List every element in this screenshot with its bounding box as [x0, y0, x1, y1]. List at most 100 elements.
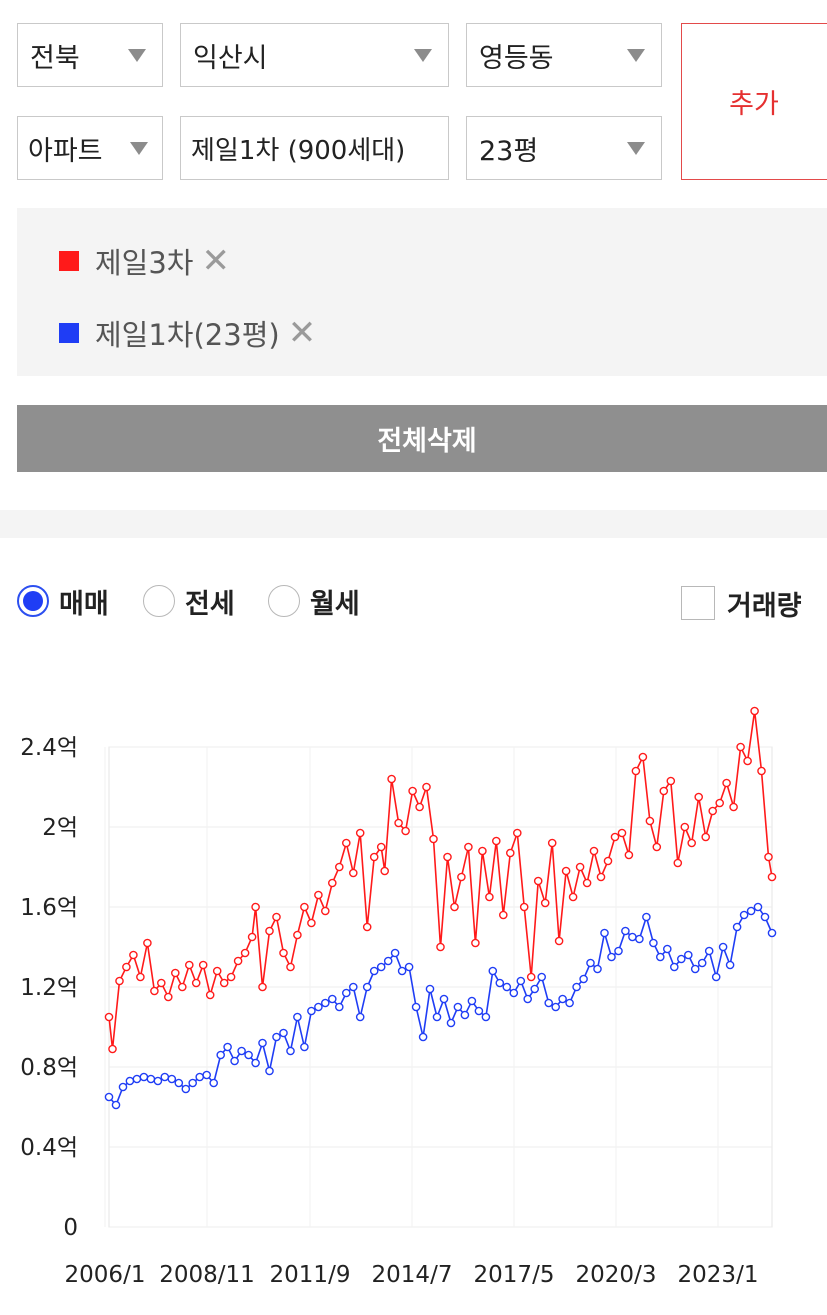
data-point [191, 978, 201, 988]
data-point [411, 1002, 421, 1012]
data-point [369, 852, 379, 862]
city-select[interactable]: 익산시 [180, 23, 449, 87]
data-point [718, 942, 728, 952]
data-point [589, 846, 599, 856]
data-point [586, 958, 595, 968]
close-icon[interactable]: ✕ [201, 241, 231, 281]
data-point [429, 834, 438, 844]
data-point [453, 1002, 463, 1012]
data-point [659, 786, 669, 796]
y-tick-label: 0 [63, 1215, 78, 1241]
data-point [226, 972, 236, 982]
x-tick-label: 2014/7 [372, 1262, 453, 1288]
data-point [575, 862, 585, 872]
chart-grid [104, 746, 773, 1228]
add-button[interactable]: 추가 [681, 23, 827, 180]
data-point [704, 946, 714, 956]
data-point [502, 982, 512, 992]
data-point [523, 994, 533, 1004]
data-point [307, 1006, 316, 1016]
data-point [460, 1010, 470, 1020]
data-point [129, 950, 138, 960]
x-tick-label: 2020/3 [576, 1262, 657, 1288]
radio-label: 전세 [185, 588, 235, 620]
data-point [376, 842, 386, 852]
chevron-down-icon [627, 142, 645, 155]
dong-select[interactable]: 영등동 [466, 23, 662, 87]
data-point [369, 966, 379, 976]
data-point [219, 978, 229, 988]
data-point [642, 912, 651, 922]
data-point [279, 948, 288, 958]
data-point [498, 910, 508, 920]
radio-trade-jeonse[interactable]: 전세 [143, 581, 235, 621]
radio-trade-monthly[interactable]: 월세 [268, 581, 360, 621]
data-point [156, 978, 166, 988]
data-point [314, 890, 323, 900]
y-tick-label: 2억 [42, 815, 78, 841]
data-point [314, 1002, 323, 1012]
size-select-value: 23평 [479, 135, 539, 167]
size-select[interactable]: 23평 [466, 116, 662, 180]
data-point [684, 950, 693, 960]
y-tick-label: 1.2억 [20, 975, 78, 1001]
data-point [690, 964, 700, 974]
x-tick-label: 2011/9 [270, 1262, 351, 1288]
volume-label: 거래량 [727, 590, 802, 622]
data-point [167, 1074, 177, 1084]
data-point [415, 802, 424, 812]
complex-select[interactable]: 제일1차 (900세대) [180, 116, 449, 180]
data-point [139, 1072, 149, 1082]
data-point [701, 832, 711, 842]
data-point [471, 938, 480, 948]
y-axis-labels: 0 0.4억 0.8억 1.2억 1.6억 2억 2.4억 [20, 735, 78, 1241]
data-point [258, 1038, 267, 1048]
data-point [540, 898, 550, 908]
data-point [104, 1092, 114, 1102]
data-point [408, 786, 417, 796]
data-point [652, 842, 662, 852]
chart-series [104, 706, 777, 1110]
data-point [174, 1078, 184, 1088]
radio-label: 매매 [59, 588, 109, 620]
data-point [697, 958, 707, 968]
series-0 [104, 706, 777, 1054]
data-point [649, 938, 658, 948]
data-point [247, 932, 257, 942]
data-point [397, 966, 407, 976]
chevron-down-icon [130, 142, 148, 155]
data-point [436, 942, 445, 952]
data-point [481, 1012, 491, 1022]
data-point [617, 828, 627, 838]
clear-all-button[interactable]: 전체삭제 [17, 405, 827, 472]
type-select[interactable]: 아파트 [17, 116, 163, 180]
data-point [125, 1076, 135, 1086]
data-point [764, 852, 773, 862]
data-point [732, 922, 742, 932]
data-point [265, 926, 274, 936]
data-point [694, 792, 704, 802]
data-point [198, 960, 208, 970]
data-point [635, 934, 644, 944]
data-point [533, 876, 543, 886]
radio-trade-sale[interactable]: 매매 [17, 581, 109, 621]
data-point [300, 902, 309, 912]
data-point [383, 956, 393, 966]
close-icon[interactable]: ✕ [287, 313, 317, 353]
volume-checkbox[interactable]: 거래량 [681, 583, 802, 623]
data-point [610, 832, 620, 842]
data-point [233, 956, 243, 966]
x-tick-label: 2006/1 [65, 1262, 146, 1288]
data-point [645, 816, 655, 826]
region-select[interactable]: 전북 [17, 23, 163, 87]
data-point [614, 946, 623, 956]
data-point [390, 948, 400, 958]
data-point [628, 932, 637, 942]
data-point [212, 966, 222, 976]
data-point [561, 866, 571, 876]
data-point [401, 826, 410, 836]
data-point [380, 866, 390, 876]
data-point [464, 842, 473, 852]
data-point [711, 972, 721, 982]
data-point [450, 902, 459, 912]
